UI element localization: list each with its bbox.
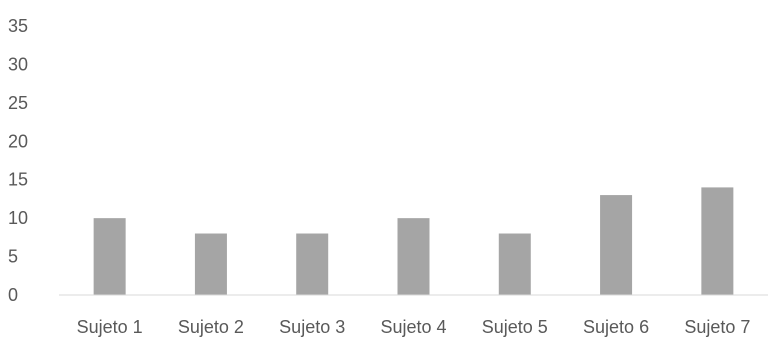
y-tick-label: 35 bbox=[8, 16, 28, 36]
x-category-label: Sujeto 6 bbox=[583, 317, 649, 337]
bar-4 bbox=[397, 218, 430, 295]
y-tick-label: 10 bbox=[8, 208, 28, 228]
y-axis-tick-labels: 0 5 10 15 20 25 30 35 bbox=[8, 16, 28, 305]
bar-3 bbox=[296, 233, 329, 295]
bar-5 bbox=[498, 233, 531, 295]
x-category-label: Sujeto 1 bbox=[77, 317, 143, 337]
x-category-label: Sujeto 2 bbox=[178, 317, 244, 337]
x-category-label: Sujeto 5 bbox=[482, 317, 548, 337]
x-axis-category-labels: Sujeto 1 Sujeto 2 Sujeto 3 Sujeto 4 Sujeto 5… bbox=[77, 317, 751, 337]
x-category-label: Sujeto 7 bbox=[684, 317, 750, 337]
y-tick-label: 15 bbox=[8, 170, 28, 190]
x-category-label: Sujeto 4 bbox=[380, 317, 446, 337]
y-tick-label: 0 bbox=[8, 285, 18, 305]
y-tick-label: 30 bbox=[8, 54, 28, 74]
bar-1 bbox=[93, 218, 126, 295]
y-tick-label: 5 bbox=[8, 247, 18, 267]
bar-6 bbox=[600, 195, 633, 295]
bar-7 bbox=[701, 187, 734, 295]
y-tick-label: 20 bbox=[8, 131, 28, 151]
y-tick-label: 25 bbox=[8, 93, 28, 113]
x-category-label: Sujeto 3 bbox=[279, 317, 345, 337]
bars bbox=[93, 187, 734, 295]
bar-2 bbox=[194, 233, 227, 295]
